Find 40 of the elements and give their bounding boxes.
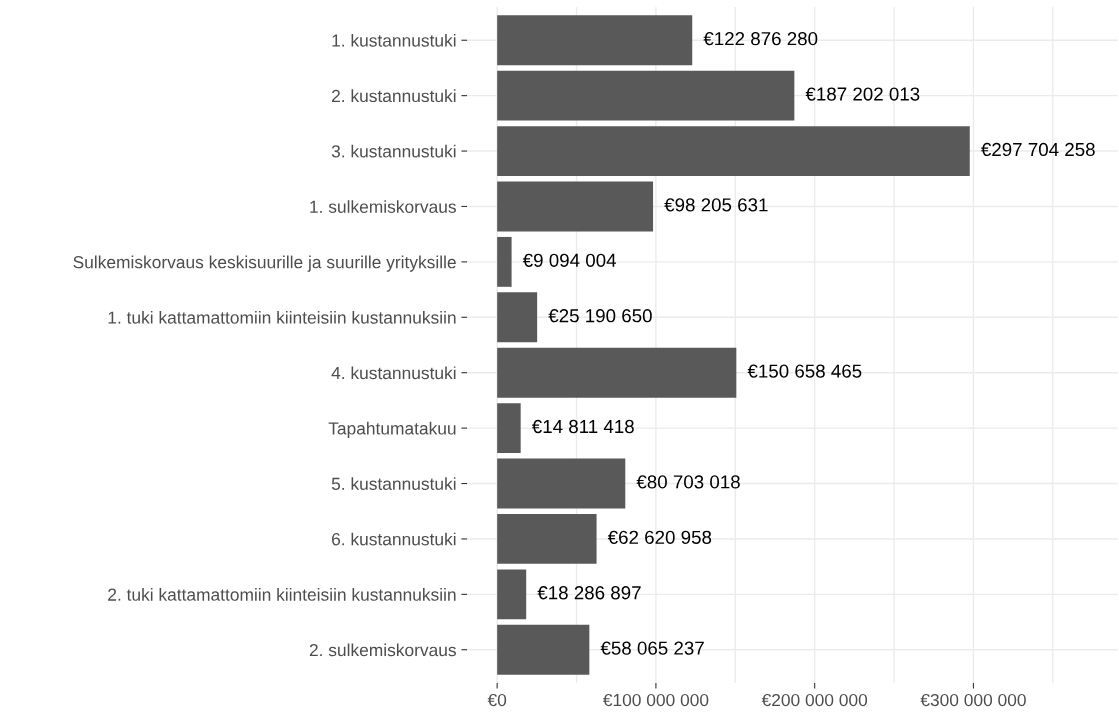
bar [497,70,795,121]
bar [497,569,527,620]
bar [497,236,512,287]
data-label: €98 205 631 [664,198,768,212]
bar [497,347,737,398]
y-tick-label: Tapahtumatakuu [328,421,456,439]
data-label: €25 190 650 [548,309,652,323]
data-label: €14 811 418 [531,419,634,434]
bar [497,15,693,66]
y-tick-label: 1. sulkemiskorvaus [310,200,456,213]
y-tick-label: 2. sulkemiskorvaus [309,643,456,657]
bar [497,403,521,454]
x-tick-label: €300 000 000 [920,693,1026,707]
data-label: €9 094 004 [522,253,616,267]
x-tick-label: €100 000 000 [602,693,709,707]
data-label: €58 065 237 [600,641,704,655]
y-tick-label: 5. kustannustuki [331,477,456,490]
data-label: €150 658 465 [747,364,862,378]
bar [497,181,654,232]
y-tick-label: 6. kustannustuki [332,532,456,546]
bar [497,458,626,509]
x-tick-label: €200 000 000 [761,693,868,707]
y-tick-label: 2. kustannustuki [332,89,456,103]
data-label: €80 703 018 [636,475,740,489]
bar [497,624,590,675]
x-tick-label: €0 [487,693,507,707]
data-label: €297 704 258 [981,142,1095,157]
data-label: €187 202 013 [805,87,920,101]
data-label: €122 876 280 [703,32,818,46]
bar [497,514,597,564]
data-label: €62 620 958 [607,530,712,544]
y-tick-label: 2. tuki kattamattomiin kiinteisiin kustannuksiin [108,588,456,601]
y-tick-label: 1. tuki kattamattomiin kiinteisiin kustannuksiin [108,311,456,324]
bar [497,126,970,176]
y-tick-label: 1. kustannustuki [332,33,456,47]
y-tick-label: 3. kustannustuki [331,144,456,158]
y-tick-label: 4. kustannustuki [331,366,456,380]
bar [497,292,538,343]
y-tick-label: Sulkemiskorvaus keskisuurille ja suurille yrityksille [73,255,456,272]
data-label: €18 286 897 [537,586,641,600]
